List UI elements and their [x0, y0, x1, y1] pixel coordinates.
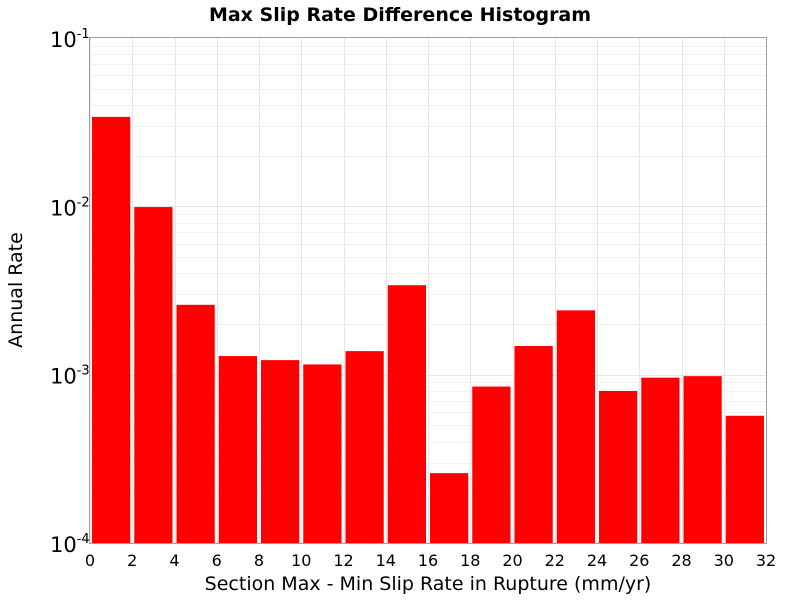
- bar-3: [218, 356, 257, 543]
- x-tick-label: 4: [169, 551, 179, 570]
- y-tick-labels: 10-110-210-310-4: [50, 27, 90, 557]
- bar-10: [514, 346, 553, 543]
- x-tick-label: 2: [127, 551, 137, 570]
- plot-frame: [89, 37, 767, 544]
- y-tick-exponent: -3: [77, 364, 90, 379]
- bar-4: [261, 360, 300, 543]
- bar-1: [134, 207, 173, 544]
- x-tick-label: 18: [460, 551, 480, 570]
- x-tick-label: 6: [212, 551, 222, 570]
- y-tick-exponent: -1: [77, 27, 90, 42]
- bar-5: [303, 364, 342, 543]
- bar-0: [92, 116, 131, 544]
- chart-title: Max Slip Rate Difference Histogram: [209, 4, 591, 26]
- x-tick-label: 28: [671, 551, 691, 570]
- bar-14: [683, 376, 722, 543]
- bar-11: [556, 310, 595, 543]
- bar-13: [641, 377, 680, 543]
- bar-6: [345, 351, 384, 543]
- bar-9: [472, 386, 511, 543]
- y-tick-exponent: -4: [77, 532, 90, 547]
- x-tick-label: 26: [629, 551, 649, 570]
- y-tick-label: 10-2: [50, 195, 90, 220]
- x-tick-label: 10: [291, 551, 311, 570]
- x-tick-label: 0: [85, 551, 95, 570]
- y-axis-label: Annual Rate: [5, 232, 27, 348]
- x-tick-label: 16: [418, 551, 438, 570]
- bar-2: [176, 304, 215, 543]
- y-tick-label: 10-3: [50, 364, 90, 389]
- x-tick-label: 20: [502, 551, 522, 570]
- x-tick-label: 22: [545, 551, 565, 570]
- x-tick-label: 30: [714, 551, 734, 570]
- y-tick-base: 10: [50, 196, 77, 220]
- bar-8: [430, 473, 469, 543]
- bar-12: [599, 390, 638, 543]
- y-tick-base: 10: [50, 533, 77, 557]
- x-tick-label: 12: [333, 551, 353, 570]
- y-tick-label: 10-4: [50, 532, 90, 557]
- x-tick-labels: 0 2 4 6 8 10 12 14 16 18 20 22 24 26 28 30 32: [85, 551, 776, 570]
- y-tick-base: 10: [50, 365, 77, 389]
- bars-group: [92, 116, 764, 544]
- x-axis-label: Section Max - Min Slip Rate in Rupture (…: [205, 573, 652, 595]
- y-tick-label: 10-1: [50, 27, 90, 52]
- bar-7: [387, 285, 426, 543]
- x-tick-label: 8: [254, 551, 264, 570]
- x-tick-label: 32: [756, 551, 776, 570]
- x-tick-label: 14: [376, 551, 396, 570]
- y-tick-base: 10: [50, 28, 77, 52]
- x-tick-label: 24: [587, 551, 607, 570]
- y-tick-exponent: -2: [77, 195, 90, 210]
- bar-15: [725, 415, 764, 543]
